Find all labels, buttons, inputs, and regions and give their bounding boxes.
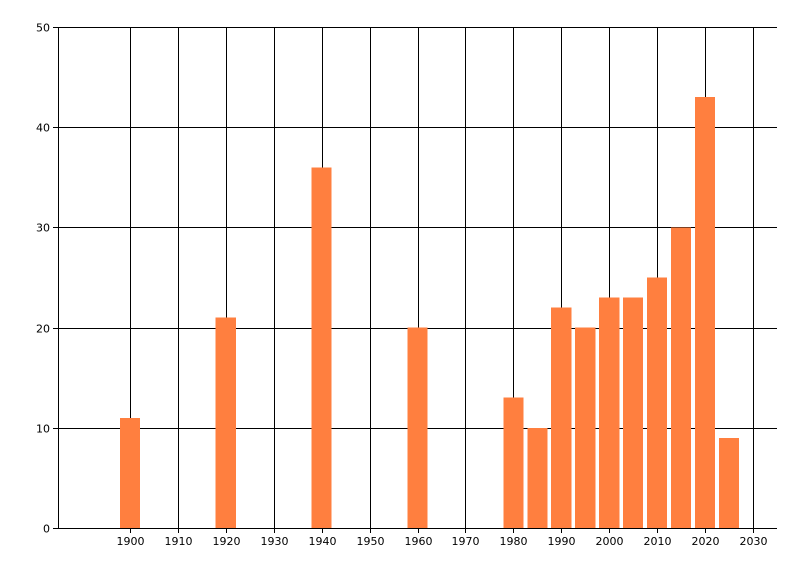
- x-tick-label: 1910: [165, 535, 193, 548]
- x-tick-label: 1960: [405, 535, 433, 548]
- x-tick-label: 1950: [357, 535, 385, 548]
- y-tick-label: 0: [43, 523, 50, 536]
- bars: [119, 97, 740, 529]
- x-tick-label: 1920: [213, 535, 241, 548]
- bar-1995: [575, 327, 596, 528]
- x-tick-label: 2030: [740, 535, 768, 548]
- y-tick-label: 10: [36, 423, 50, 436]
- y-tick-label: 20: [36, 323, 50, 336]
- x-tick-label: 1970: [452, 535, 480, 548]
- bar-1990: [551, 307, 572, 528]
- bar-2000: [599, 297, 620, 528]
- bar-2015: [671, 227, 692, 528]
- y-tick-label: 50: [36, 22, 50, 35]
- bar-1920: [215, 317, 236, 528]
- bar-2005: [623, 297, 644, 528]
- bar-2025: [719, 437, 740, 528]
- x-tick-label: 1980: [500, 535, 528, 548]
- bar-1900: [119, 417, 140, 528]
- bar-1940: [311, 167, 332, 529]
- x-tick-label: 1940: [309, 535, 337, 548]
- y-tick-label: 40: [36, 122, 50, 135]
- x-tick-label: 1900: [117, 535, 145, 548]
- x-tick-label: 2010: [644, 535, 672, 548]
- bar-1980: [503, 397, 524, 528]
- y-tick-label: 30: [36, 222, 50, 235]
- axes: [53, 27, 777, 533]
- x-tick-label: 1930: [261, 535, 289, 548]
- x-tick-label: 2000: [596, 535, 624, 548]
- bar-2010: [647, 277, 668, 528]
- x-tick-label: 2020: [692, 535, 720, 548]
- bar-1985: [527, 427, 548, 528]
- bar-2020: [695, 97, 716, 528]
- bar-1960: [407, 327, 428, 528]
- x-tick-label: 1990: [548, 535, 576, 548]
